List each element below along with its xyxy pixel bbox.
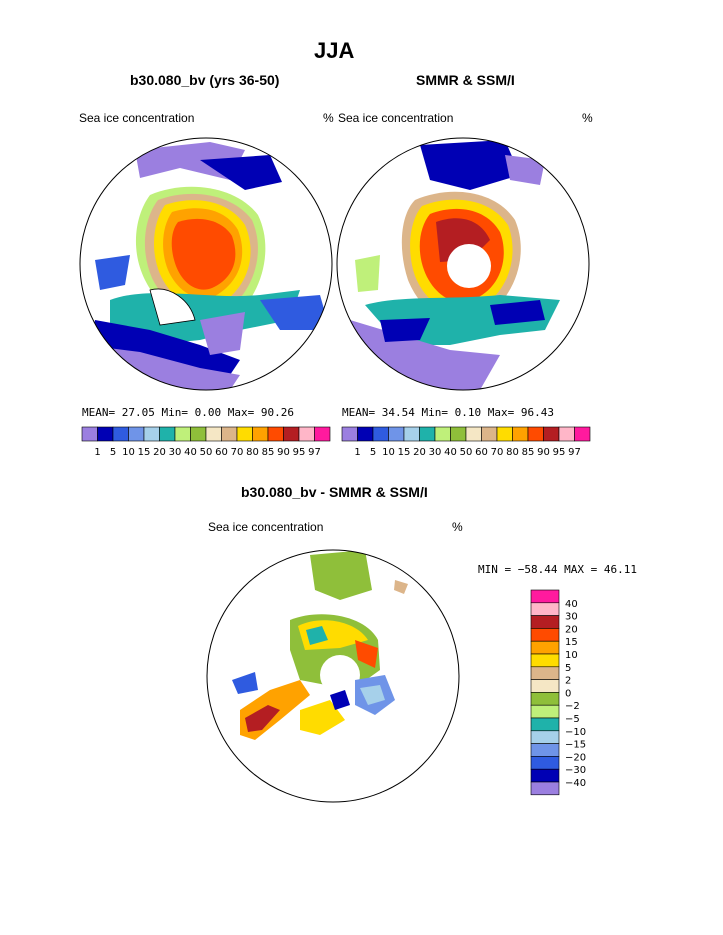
diff-colorbar-tick-label: −10 bbox=[565, 727, 586, 738]
obs-colorbar-tick-label: 60 bbox=[475, 447, 488, 458]
diff-colorbar-tick-label: −20 bbox=[565, 752, 586, 763]
obs-colorbar-tick-label: 20 bbox=[413, 447, 426, 458]
model-mean-value: 27.05 bbox=[121, 406, 155, 419]
model-colorbar-tick-label: 40 bbox=[184, 447, 197, 458]
model-colorbar-tick-label: 50 bbox=[200, 447, 213, 458]
obs-colorbar-tick-label: 40 bbox=[444, 447, 457, 458]
obs-colorbar-tick-label: 90 bbox=[537, 447, 550, 458]
diff-colorbar-tick-label: 20 bbox=[565, 624, 578, 635]
diff-units-label: % bbox=[452, 520, 463, 534]
diff-minmax: MIN = −58.44 MAX = 46.11 bbox=[478, 563, 637, 576]
diff-colorbar-swatch bbox=[530, 628, 560, 642]
diff-colorbar-swatch bbox=[530, 717, 560, 732]
page-title: JJA bbox=[314, 38, 355, 63]
model-colorbar-tick-label: 80 bbox=[246, 447, 259, 458]
diff-colorbar-swatch bbox=[530, 640, 560, 655]
obs-colorbar-tick-label: 95 bbox=[553, 447, 566, 458]
model-variable-label: Sea ice concentration bbox=[79, 111, 195, 125]
diff-colorbar-swatch bbox=[530, 615, 560, 629]
model-colorbar-tick-label: 10 bbox=[122, 447, 135, 458]
model-colorbar-tick-label: 1 bbox=[94, 447, 100, 458]
diff-colorbar-tick-label: 40 bbox=[565, 599, 578, 610]
model-colorbar-swatch bbox=[314, 426, 331, 442]
diff-colorbar-tick-label: −15 bbox=[565, 740, 586, 751]
obs-max-value: 96.43 bbox=[520, 406, 554, 419]
obs-colorbar: 1 5 10 15 20 30 40 50 60 70 80 85 90 95 97 bbox=[341, 426, 591, 458]
model-colorbar-tick-label: 70 bbox=[231, 447, 244, 458]
obs-colorbar-tick-label: 30 bbox=[429, 447, 442, 458]
obs-colorbar-swatch bbox=[574, 426, 591, 442]
model-min-value: 0.00 bbox=[194, 406, 222, 419]
model-subtitle: b30.080_bv (yrs 36-50) bbox=[130, 72, 280, 88]
obs-colorbar-tick-label: 97 bbox=[568, 447, 581, 458]
obs-min-label: Min= bbox=[421, 406, 449, 419]
diff-variable-label: Sea ice concentration bbox=[208, 520, 324, 534]
obs-colorbar-tick-label: 1 bbox=[354, 447, 360, 458]
model-max-value: 90.26 bbox=[260, 406, 294, 419]
diff-subtitle: b30.080_bv - SMMR & SSM/I bbox=[241, 484, 428, 500]
diff-colorbar-swatch bbox=[530, 781, 560, 796]
obs-colorbar-tick-label: 80 bbox=[506, 447, 519, 458]
obs-min-value: 0.10 bbox=[454, 406, 482, 419]
model-colorbar-tick-label: 85 bbox=[262, 447, 275, 458]
diff-colorbar-swatch bbox=[530, 730, 560, 744]
diff-colorbar-swatch bbox=[530, 589, 560, 604]
diff-colorbar-swatch bbox=[530, 602, 560, 616]
diff-colorbar-swatch bbox=[530, 666, 560, 680]
diff-colorbar-swatch bbox=[530, 743, 560, 757]
diff-colorbar-swatch bbox=[530, 756, 560, 770]
model-min-label: Min= bbox=[161, 406, 189, 419]
model-mean-label: MEAN= bbox=[82, 406, 116, 419]
diff-colorbar-swatch bbox=[530, 679, 560, 693]
obs-stats: MEAN= 34.54 Min= 0.10 Max= 96.43 bbox=[342, 406, 554, 419]
obs-colorbar-tick-label: 5 bbox=[370, 447, 376, 458]
obs-colorbar-tick-label: 50 bbox=[460, 447, 473, 458]
obs-mean-label: MEAN= bbox=[342, 406, 376, 419]
model-max-label: Max= bbox=[227, 406, 255, 419]
diff-colorbar-tick-label: 0 bbox=[565, 688, 571, 699]
model-colorbar-tick-label: 97 bbox=[308, 447, 321, 458]
obs-variable-label: Sea ice concentration bbox=[338, 111, 454, 125]
obs-subtitle: SMMR & SSM/I bbox=[416, 72, 515, 88]
diff-colorbar-swatch bbox=[530, 768, 560, 783]
model-colorbar: 1 5 10 15 20 30 40 50 60 70 80 85 90 95 97 bbox=[81, 426, 331, 458]
model-colorbar-tick-label: 5 bbox=[110, 447, 116, 458]
obs-units-label: % bbox=[582, 111, 593, 125]
obs-colorbar-tick-label: 70 bbox=[491, 447, 504, 458]
obs-mean-value: 34.54 bbox=[381, 406, 415, 419]
diff-colorbar-swatch bbox=[530, 692, 560, 706]
model-colorbar-tick-label: 60 bbox=[215, 447, 228, 458]
diff-colorbar-swatch bbox=[530, 653, 560, 668]
diff-colorbar-tick-label: 30 bbox=[565, 612, 578, 623]
diff-colorbar-tick-label: −5 bbox=[565, 714, 580, 725]
diff-colorbar-tick-label: 10 bbox=[565, 650, 578, 661]
model-colorbar-tick-label: 15 bbox=[138, 447, 151, 458]
diff-colorbar-tick-label: 2 bbox=[565, 676, 571, 687]
model-colorbar-tick-label: 30 bbox=[169, 447, 182, 458]
obs-max-label: Max= bbox=[487, 406, 515, 419]
model-colorbar-tick-label: 95 bbox=[293, 447, 306, 458]
model-stats: MEAN= 27.05 Min= 0.00 Max= 90.26 bbox=[82, 406, 294, 419]
diff-colorbar-tick-label: 15 bbox=[565, 637, 578, 648]
diff-colorbar-swatch bbox=[530, 704, 560, 719]
diff-colorbar-tick-label: 5 bbox=[565, 663, 571, 674]
obs-colorbar-tick-label: 85 bbox=[522, 447, 535, 458]
diff-colorbar-tick-label: −30 bbox=[565, 765, 586, 776]
model-colorbar-tick-label: 90 bbox=[277, 447, 290, 458]
obs-colorbar-tick-label: 15 bbox=[398, 447, 411, 458]
model-units-label: % bbox=[323, 111, 334, 125]
diff-colorbar-tick-label: −40 bbox=[565, 778, 586, 789]
obs-colorbar-tick-label: 10 bbox=[382, 447, 395, 458]
model-colorbar-tick-label: 20 bbox=[153, 447, 166, 458]
diff-colorbar-tick-label: −2 bbox=[565, 701, 580, 712]
